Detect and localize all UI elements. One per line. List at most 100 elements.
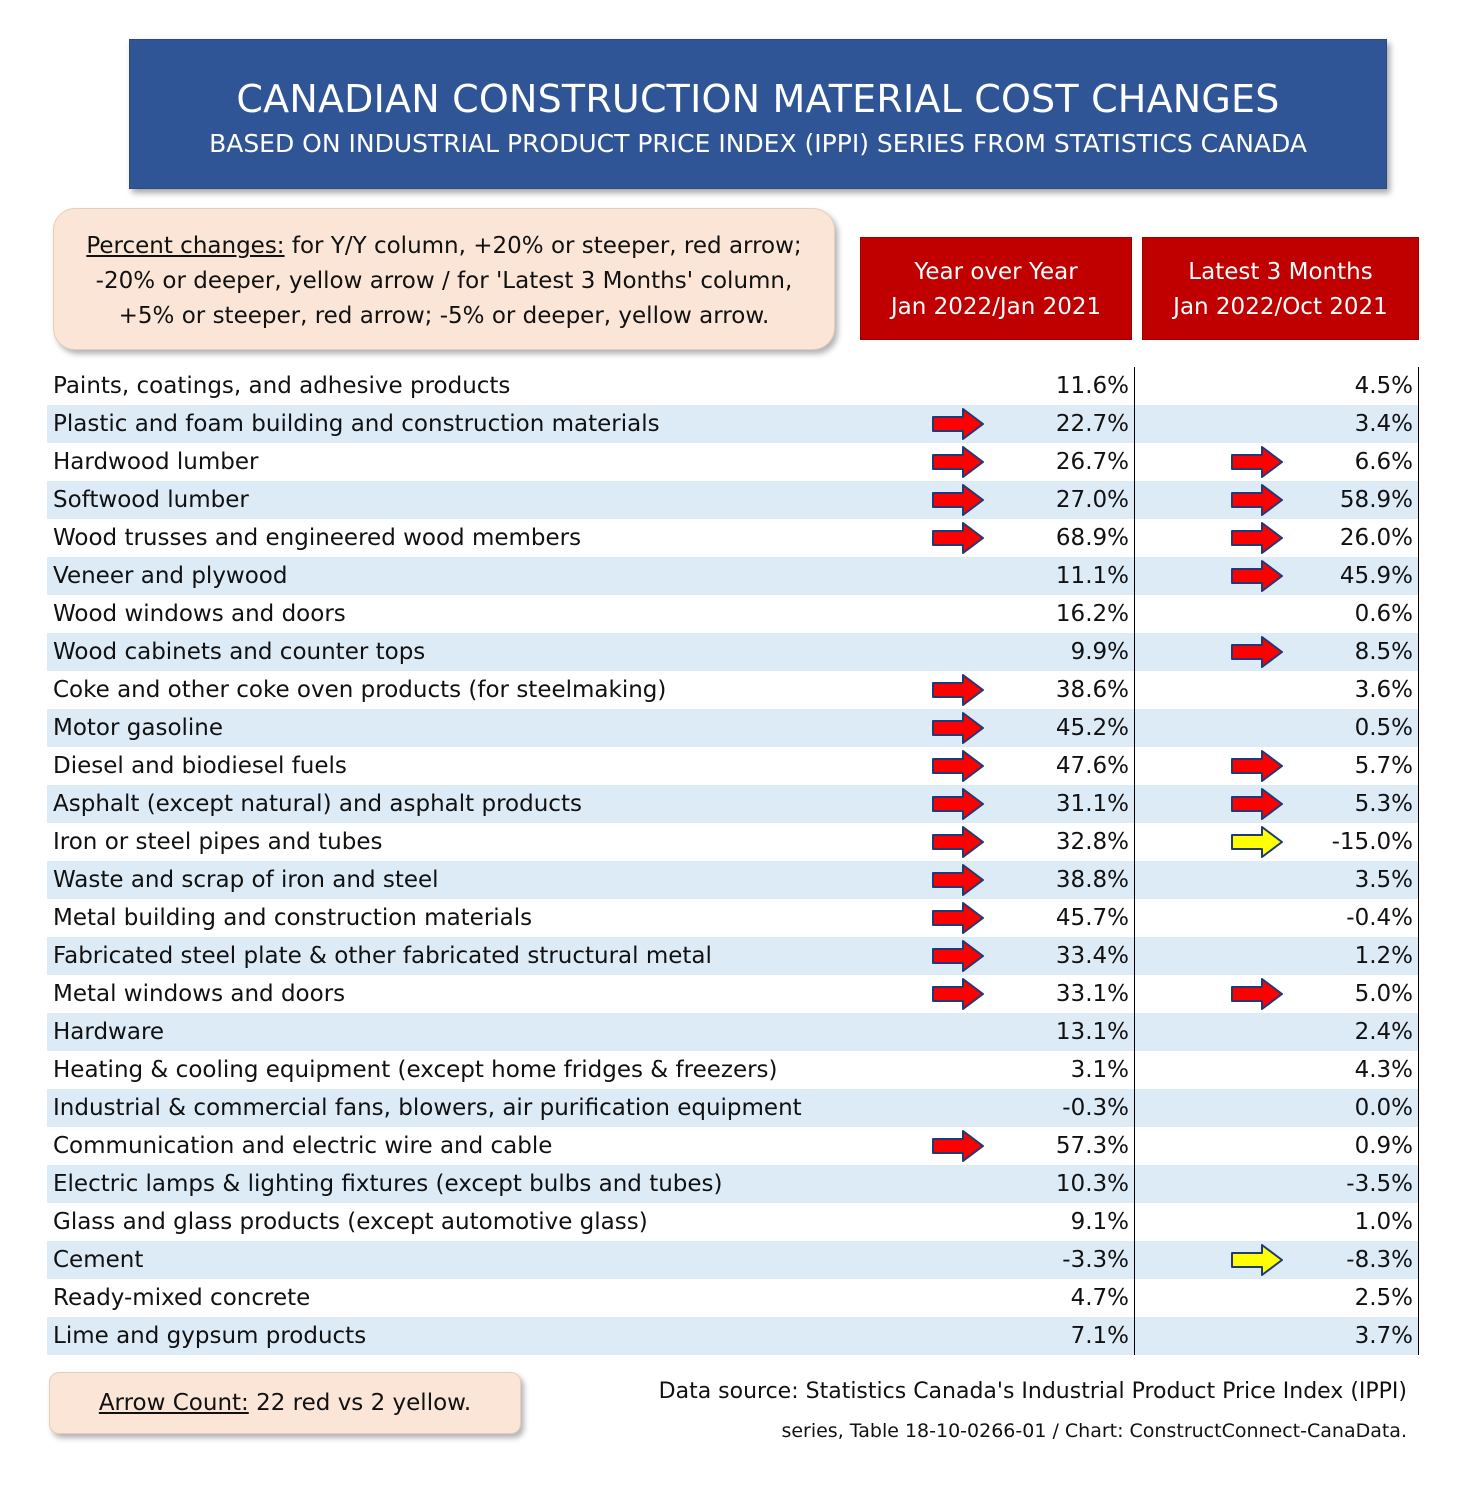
row-category-label: Electric lamps & lighting fixtures (exce… [53,1171,723,1197]
table-row: Metal windows and doors 33.1% 5.0% [47,975,1419,1013]
row-category-label: Fabricated steel plate & other fabricate… [53,943,712,969]
yoy-value: 11.1% [1055,563,1129,589]
yoy-value: 22.7% [1055,411,1129,437]
three-month-value: 0.6% [1354,601,1413,627]
column-header-yoy: Year over Year Jan 2022/Jan 2021 [860,237,1132,340]
table-row: Diesel and biodiesel fuels 47.6% 5.7% [47,747,1419,785]
table-row: Heating & cooling equipment (except home… [47,1051,1419,1089]
red-arrow-icon [932,788,984,820]
yoy-value: 16.2% [1055,601,1129,627]
row-category-label: Metal building and construction material… [53,905,533,931]
red-arrow-icon [932,1130,984,1162]
note-label: Percent changes: [86,233,285,259]
three-month-value: 3.7% [1354,1323,1413,1349]
row-category-label: Wood trusses and engineered wood members [53,525,582,551]
yoy-value: 68.9% [1055,525,1129,551]
row-category-label: Softwood lumber [53,487,249,513]
table-row: Lime and gypsum products 7.1% 3.7% [47,1317,1419,1355]
three-month-value: 5.3% [1354,791,1413,817]
three-month-value: 26.0% [1339,525,1413,551]
row-category-label: Iron or steel pipes and tubes [53,829,383,855]
table-row: Asphalt (except natural) and asphalt pro… [47,785,1419,823]
red-arrow-icon [1231,560,1283,592]
row-category-label: Asphalt (except natural) and asphalt pro… [53,791,582,817]
table-row: Waste and scrap of iron and steel 38.8% 3.… [47,861,1419,899]
row-category-label: Plastic and foam building and constructi… [53,411,660,437]
three-month-value: 4.3% [1354,1057,1413,1083]
yoy-value: 9.9% [1070,639,1129,665]
three-month-value: -0.4% [1346,905,1413,931]
three-month-value: 58.9% [1339,487,1413,513]
yoy-value: 27.0% [1055,487,1129,513]
row-category-label: Paints, coatings, and adhesive products [53,373,511,399]
yoy-value: -0.3% [1062,1095,1129,1121]
yoy-value: 9.1% [1070,1209,1129,1235]
column-header-3m-line1: Latest 3 Months [1188,259,1373,285]
yoy-value: 31.1% [1055,791,1129,817]
table-row: Plastic and foam building and constructi… [47,405,1419,443]
column-divider-right [1418,367,1419,1355]
three-month-value: 0.0% [1354,1095,1413,1121]
row-category-label: Hardware [53,1019,165,1045]
three-month-value: 3.5% [1354,867,1413,893]
table-row: Electric lamps & lighting fixtures (exce… [47,1165,1419,1203]
red-arrow-icon [932,522,984,554]
red-arrow-icon [932,902,984,934]
yoy-value: 3.1% [1070,1057,1129,1083]
three-month-value: 0.5% [1354,715,1413,741]
table-row: Metal building and construction material… [47,899,1419,937]
row-category-label: Coke and other coke oven products (for s… [53,677,667,703]
table-row: Motor gasoline 45.2% 0.5% [47,709,1419,747]
table-row: Wood windows and doors 16.2% 0.6% [47,595,1419,633]
table-row: Veneer and plywood 11.1% 45.9% [47,557,1419,595]
three-month-value: 8.5% [1354,639,1413,665]
row-category-label: Waste and scrap of iron and steel [53,867,439,893]
red-arrow-icon [932,446,984,478]
arrow-count-label: Arrow Count: [98,1390,249,1416]
yoy-value: 26.7% [1055,449,1129,475]
yoy-value: 33.4% [1055,943,1129,969]
table-row: Softwood lumber 27.0% 58.9% [47,481,1419,519]
yoy-value: 38.6% [1055,677,1129,703]
column-header-yoy-line1: Year over Year [914,259,1078,285]
yellow-arrow-icon [1231,826,1283,858]
table-row: Wood trusses and engineered wood members… [47,519,1419,557]
three-month-value: 4.5% [1354,373,1413,399]
row-category-label: Diesel and biodiesel fuels [53,753,347,779]
yellow-arrow-icon [1231,1244,1283,1276]
three-month-value: 5.7% [1354,753,1413,779]
column-header-yoy-line2: Jan 2022/Jan 2021 [890,294,1102,320]
red-arrow-icon [932,484,984,516]
three-month-value: 3.4% [1354,411,1413,437]
row-category-label: Industrial & commercial fans, blowers, a… [53,1095,802,1121]
three-month-value: 2.4% [1354,1019,1413,1045]
row-category-label: Motor gasoline [53,715,224,741]
note-line-2: -20% or deeper, yellow arrow / for 'Late… [95,268,793,294]
table-row: Coke and other coke oven products (for s… [47,671,1419,709]
table-row: Wood cabinets and counter tops 9.9% 8.5% [47,633,1419,671]
three-month-value: 45.9% [1339,563,1413,589]
red-arrow-icon [1231,788,1283,820]
three-month-value: -15.0% [1331,829,1413,855]
three-month-value: 2.5% [1354,1285,1413,1311]
data-table: Paints, coatings, and adhesive products 1… [47,367,1419,1355]
table-row: Fabricated steel plate & other fabricate… [47,937,1419,975]
red-arrow-icon [1231,446,1283,478]
table-row: Glass and glass products (except automot… [47,1203,1419,1241]
red-arrow-icon [932,674,984,706]
three-month-value: 1.2% [1354,943,1413,969]
three-month-value: 5.0% [1354,981,1413,1007]
red-arrow-icon [932,750,984,782]
row-category-label: Cement [53,1247,144,1273]
legend-note: Percent changes: for Y/Y column, +20% or… [53,208,835,350]
yoy-value: 45.7% [1055,905,1129,931]
table-row: Communication and electric wire and cabl… [47,1127,1419,1165]
page-title: CANADIAN CONSTRUCTION MATERIAL COST CHAN… [236,77,1280,121]
yoy-value: 10.3% [1055,1171,1129,1197]
table-row: Iron or steel pipes and tubes 32.8% -15.0% [47,823,1419,861]
three-month-value: 6.6% [1354,449,1413,475]
row-category-label: Lime and gypsum products [53,1323,367,1349]
arrow-count-box: Arrow Count: 22 red vs 2 yellow. [49,1372,521,1434]
row-category-label: Heating & cooling equipment (except home… [53,1057,778,1083]
three-month-value: 1.0% [1354,1209,1413,1235]
